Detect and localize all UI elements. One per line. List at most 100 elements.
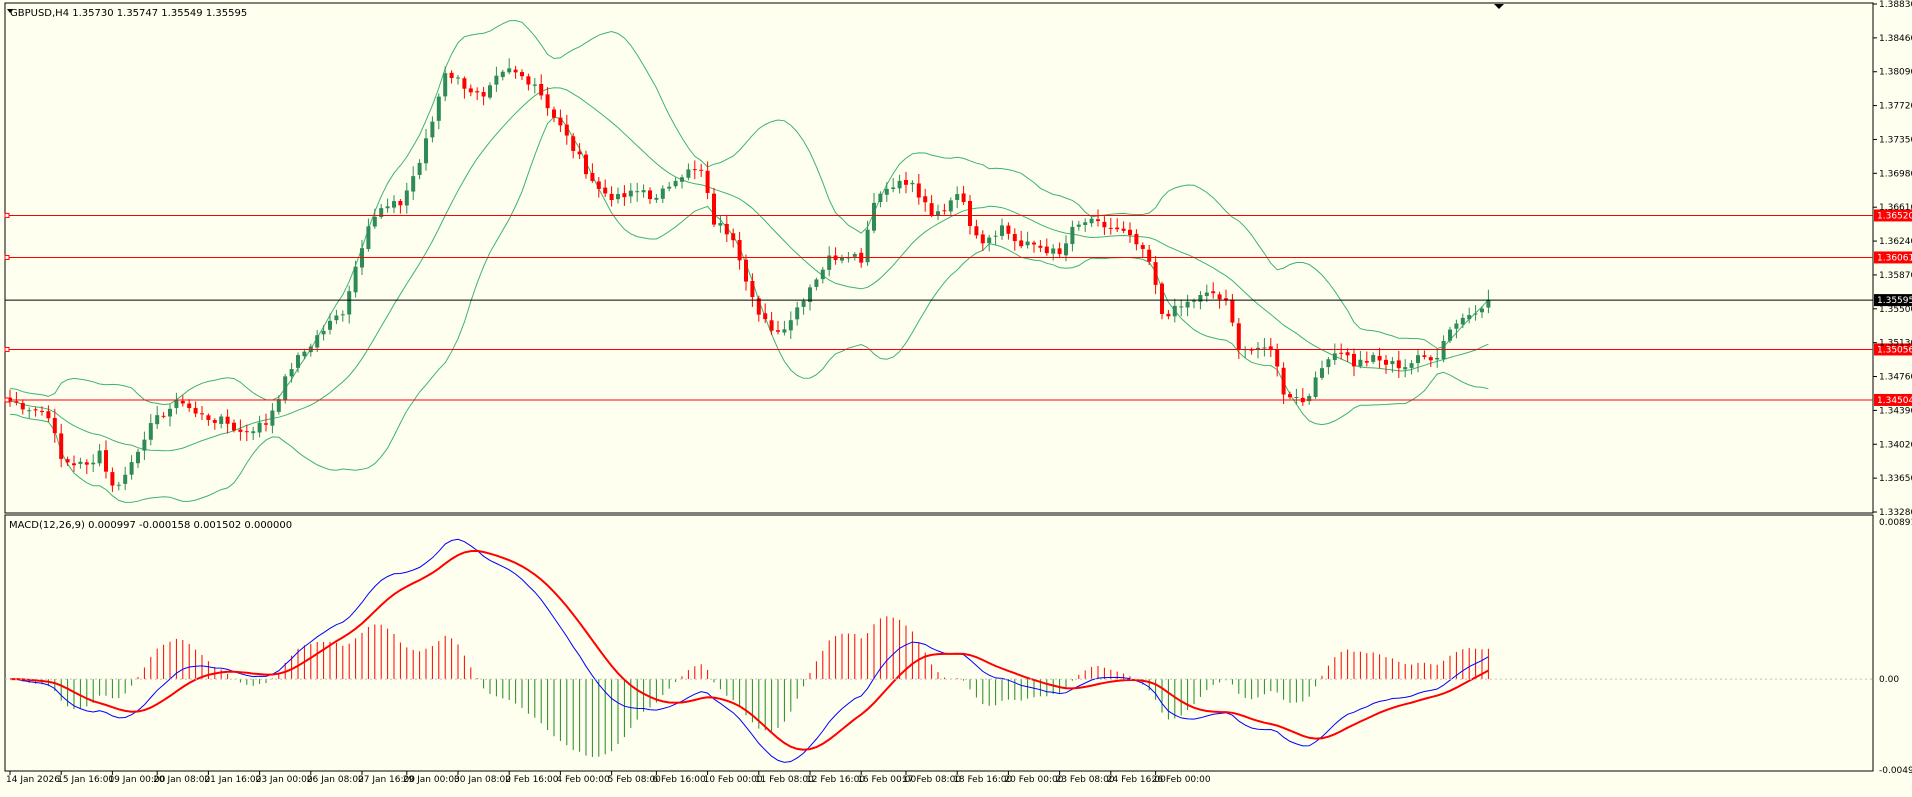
candle-bull — [430, 121, 435, 138]
price-tick-label: 1.34760 — [1879, 373, 1912, 383]
candle-bear — [1396, 360, 1401, 369]
candle-bear — [526, 76, 531, 85]
candle-bear — [180, 400, 185, 404]
candle-bear — [1345, 352, 1350, 356]
candle-bear — [244, 431, 249, 433]
candle-bear — [961, 193, 966, 202]
price-tick-label: 1.38460 — [1879, 34, 1912, 44]
price-tick-label: 1.34390 — [1879, 406, 1912, 416]
candle-bear — [1057, 248, 1062, 255]
candle-bull — [1460, 317, 1465, 325]
candle-bear — [40, 410, 44, 412]
candle-bear — [724, 223, 729, 235]
level-anchor — [4, 212, 10, 218]
candle-bear — [1108, 227, 1113, 229]
candle-bear — [520, 72, 524, 77]
candle-bull — [660, 188, 665, 199]
time-tick-label: 12 Feb 16:00 — [806, 775, 865, 785]
price-tick-label: 1.36610 — [1879, 203, 1912, 213]
candle-bull — [936, 211, 940, 216]
candle-bear — [1115, 227, 1120, 230]
candle-bull — [289, 369, 294, 377]
candle-bull — [1192, 300, 1196, 302]
candle-bull — [635, 191, 640, 193]
level-price-tag — [1874, 209, 1912, 222]
candle-bull — [500, 71, 505, 78]
candle-bull — [123, 474, 128, 484]
candle-bear — [513, 69, 518, 73]
time-tick-label: 15 Jan 16:00 — [57, 775, 114, 785]
candle-bull — [1064, 243, 1068, 256]
candle-bull — [654, 197, 659, 200]
candle-bull — [686, 169, 691, 178]
candle-bull — [251, 431, 256, 434]
time-tick-label: 27 Jan 16:00 — [358, 775, 415, 785]
candle-bear — [1102, 221, 1107, 228]
time-tick-label: 30 Jan 08:00 — [454, 775, 511, 785]
time-tick-label: 16 Feb 00:00 — [857, 775, 916, 785]
candle-bull — [1358, 359, 1363, 367]
candle-bull — [417, 162, 422, 175]
candle-bear — [52, 417, 57, 434]
price-tick-label: 1.37720 — [1879, 102, 1912, 112]
bollinger-middle-band — [9, 87, 1489, 452]
level-price-label: 1.36061 — [1877, 253, 1912, 263]
candle-bear — [232, 422, 236, 431]
candle-bear — [776, 330, 780, 332]
candle-bull — [616, 194, 620, 200]
candle-bull — [97, 450, 102, 464]
level-price-label: 1.35056 — [1877, 345, 1912, 355]
macd-histogram — [15, 616, 1489, 757]
candle-bull — [283, 376, 288, 400]
candle-bear — [1268, 346, 1273, 349]
candle-bear — [1032, 242, 1036, 245]
candle-bear — [65, 459, 70, 463]
candle-bull — [1000, 225, 1004, 236]
price-tick-label: 1.35130 — [1879, 339, 1912, 349]
candle-bear — [264, 423, 268, 425]
candle-bear — [750, 280, 755, 297]
candle-bull — [91, 462, 96, 465]
candle-bear — [577, 151, 582, 155]
candle-bear — [744, 259, 748, 282]
time-tick-label: 14 Jan 2026 — [6, 775, 60, 785]
candle-bear — [756, 298, 761, 315]
candle-bull — [456, 77, 460, 79]
candle-bear — [1019, 240, 1024, 247]
time-tick-label: 21 Jan 16:00 — [204, 775, 261, 785]
candle-bull — [872, 202, 876, 231]
shift-marker-icon[interactable] — [1494, 4, 1504, 9]
candle-bear — [14, 401, 19, 403]
candle-bull — [1313, 377, 1318, 397]
candle-bear — [161, 415, 166, 417]
candle-bull — [353, 266, 358, 293]
time-tick-label: 18 Feb 16:00 — [953, 775, 1012, 785]
candle-bear — [1339, 352, 1344, 354]
candle-bull — [328, 320, 332, 330]
candle-bear — [1012, 233, 1017, 242]
macd-signal-line — [10, 549, 1489, 751]
candle-bear — [1384, 359, 1388, 365]
candle-bull — [385, 206, 390, 209]
candle-bear — [187, 403, 192, 409]
bollinger-upper-band — [9, 19, 1489, 406]
candle-bear — [763, 313, 768, 320]
macd-tick-label: 0.008917 — [1879, 518, 1912, 528]
candle-bear — [193, 407, 198, 414]
candle-bear — [84, 462, 89, 465]
candle-bear — [1236, 323, 1241, 350]
candle-bear — [1096, 219, 1100, 222]
candle-bull — [788, 320, 793, 331]
symbol-menu-icon[interactable] — [7, 9, 13, 13]
candle-bull — [897, 180, 902, 189]
time-tick-label: 23 Jan 00:00 — [256, 775, 313, 785]
candle-bull — [1371, 355, 1376, 362]
candle-bear — [1006, 225, 1011, 234]
time-tick-label: 5 Feb 08:00 — [608, 775, 662, 785]
macd-tick-label: 0.00 — [1879, 675, 1899, 685]
time-tick-label: 20 Feb 00:00 — [1004, 775, 1063, 785]
level-price-tag — [1874, 393, 1912, 406]
candle-bear — [1160, 283, 1164, 314]
candle-bull — [891, 187, 896, 190]
